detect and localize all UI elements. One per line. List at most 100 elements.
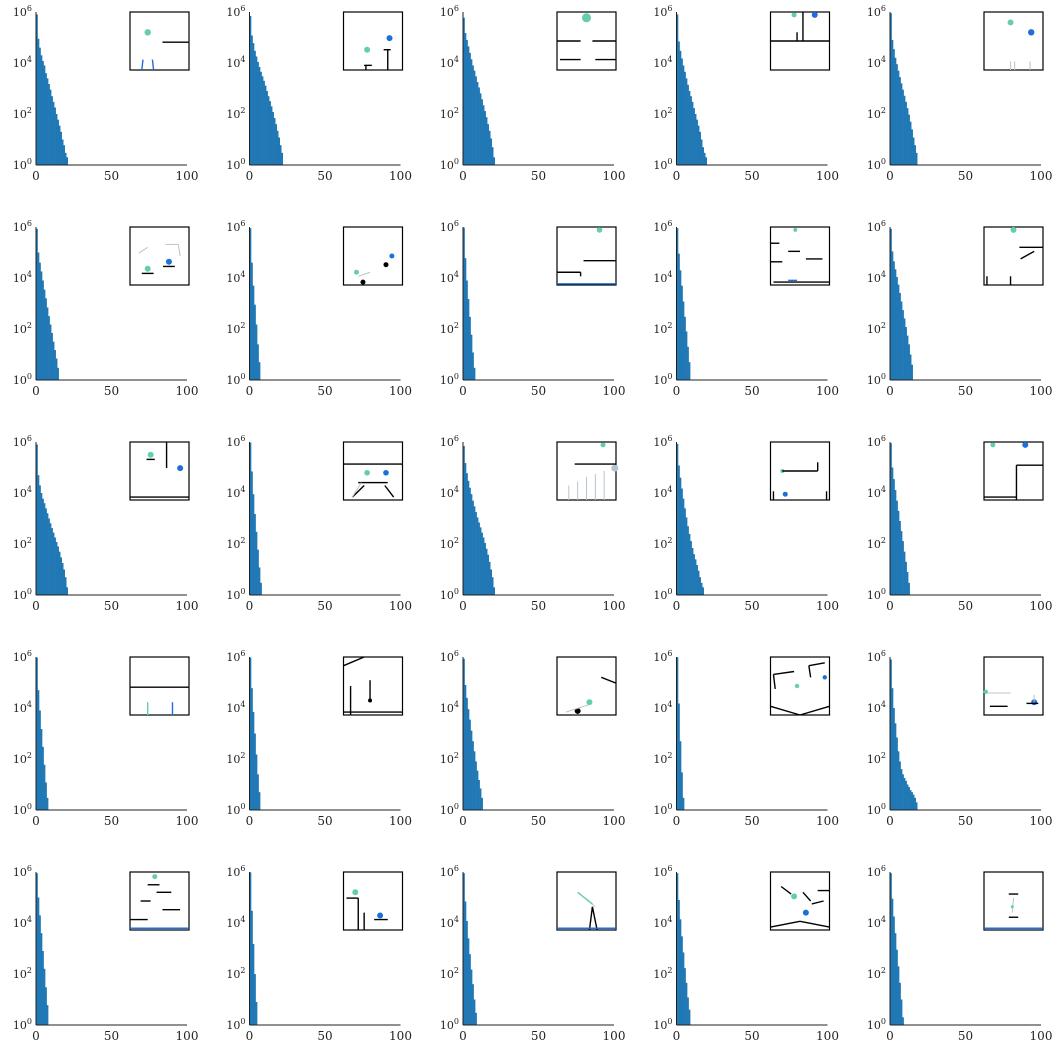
- histogram-bar: [697, 125, 700, 165]
- histogram-bar: [467, 46, 470, 166]
- inset-bar: [151, 59, 155, 71]
- histogram-bar: [684, 316, 686, 380]
- inset-frame: [769, 871, 831, 931]
- inset-frame: [129, 226, 190, 286]
- histogram-bar: [700, 582, 703, 595]
- x-tick-label: 100: [176, 169, 199, 183]
- histogram-bar: [258, 362, 261, 380]
- x-tick-label: 100: [1030, 599, 1053, 613]
- y-tick-label: 106: [653, 864, 672, 879]
- x-tick-label: 100: [816, 814, 839, 828]
- y-tick-label: 102: [226, 106, 245, 121]
- histogram-bar: [252, 43, 255, 165]
- y-tick-label: 100: [226, 587, 245, 602]
- inset-ball: [596, 227, 603, 233]
- y-tick-label: 100: [867, 1017, 886, 1032]
- histogram-bar: [472, 741, 474, 810]
- y-tick-label: 102: [13, 321, 32, 336]
- histogram-panel: 100 102 104 106 0 50 100: [653, 434, 839, 613]
- histogram-bar: [481, 99, 483, 165]
- inset-ball: [983, 689, 988, 694]
- histogram-bar: [484, 111, 486, 165]
- y-tick-label: 102: [653, 321, 672, 336]
- histogram-panel: 100 102 104 106 0 50 100: [867, 864, 1053, 1043]
- histogram-bar: [255, 324, 258, 380]
- histogram-bar: [257, 61, 259, 165]
- y-tick-label: 106: [440, 434, 459, 449]
- x-tick-label: 100: [389, 384, 412, 398]
- y-tick-label: 100: [226, 802, 245, 817]
- histogram-bar: [894, 723, 897, 810]
- y-tick-label: 104: [653, 55, 672, 70]
- y-tick-label: 102: [13, 106, 32, 121]
- histogram-bar: [469, 316, 471, 380]
- histogram-bar: [472, 352, 474, 380]
- inset-ball: [352, 889, 359, 896]
- y-tick-label: 106: [226, 219, 245, 234]
- inset-frame: [342, 11, 404, 71]
- inset-ball: [990, 442, 996, 448]
- histogram-bar: [57, 367, 59, 380]
- histogram-panel: 100 102 104 106 0 50 100: [226, 219, 412, 398]
- histogram-bar: [463, 227, 465, 380]
- y-tick-label: 104: [653, 915, 672, 930]
- histogram-bar: [896, 64, 898, 165]
- x-tick-label: 50: [104, 599, 119, 613]
- histogram-bar: [40, 933, 43, 1025]
- inset-frame: [129, 441, 190, 501]
- histogram-bar: [679, 270, 682, 380]
- histogram-bar: [903, 95, 906, 165]
- histogram-bar: [475, 511, 477, 595]
- histogram-bar: [470, 494, 473, 595]
- inset-frame: [342, 441, 404, 501]
- histogram-bar: [57, 119, 59, 165]
- histogram-bar: [490, 138, 492, 165]
- y-tick-label: 106: [867, 434, 886, 449]
- x-tick-label: 50: [317, 1029, 332, 1043]
- y-tick-label: 100: [13, 802, 32, 817]
- x-tick-label: 50: [958, 1029, 973, 1043]
- x-tick-label: 50: [317, 599, 332, 613]
- histogram-bar: [493, 587, 496, 595]
- inset-ball: [144, 29, 151, 36]
- histogram-bar: [896, 737, 898, 810]
- histogram-bar: [690, 96, 692, 165]
- y-tick-label: 102: [226, 536, 245, 551]
- inset-ball: [793, 227, 798, 232]
- histogram-bar: [891, 251, 894, 380]
- histogram-bar: [903, 777, 906, 810]
- histogram-bar: [258, 567, 261, 595]
- histogram-bar: [36, 657, 38, 810]
- histogram-bar: [679, 477, 682, 595]
- y-tick-label: 102: [13, 751, 32, 766]
- inset-frame: [129, 11, 190, 71]
- y-tick-label: 100: [13, 372, 32, 387]
- x-tick-label: 0: [886, 384, 894, 398]
- inset-ball: [600, 442, 606, 448]
- histogram-bar: [269, 101, 271, 165]
- histogram-bar: [681, 285, 683, 380]
- histogram-panel: 100 102 104 106 0 50 100: [13, 4, 199, 183]
- y-tick-label: 102: [440, 751, 459, 766]
- inset-bar: [141, 59, 144, 71]
- histogram-bar: [254, 304, 256, 380]
- x-tick-label: 50: [958, 169, 973, 183]
- inset-frame: [342, 656, 404, 716]
- histogram-bar: [54, 107, 56, 165]
- x-tick-label: 50: [744, 814, 759, 828]
- y-tick-label: 104: [867, 55, 886, 70]
- inset-thumbnail: [129, 226, 190, 286]
- y-tick-label: 104: [440, 485, 459, 500]
- histogram-bar: [42, 60, 44, 166]
- histogram-bar: [43, 968, 46, 1025]
- histogram-bar: [464, 463, 467, 595]
- x-tick-label: 0: [886, 599, 894, 613]
- histogram-bar: [908, 344, 910, 380]
- histogram-bar: [261, 76, 264, 165]
- histogram-bar: [36, 873, 38, 1025]
- y-tick-label: 102: [867, 106, 886, 121]
- histogram-panel: 100 102 104 106 0 50 100: [867, 649, 1053, 828]
- x-tick-label: 0: [886, 1029, 894, 1043]
- histogram-bar: [482, 105, 485, 165]
- histogram-bar: [493, 157, 496, 165]
